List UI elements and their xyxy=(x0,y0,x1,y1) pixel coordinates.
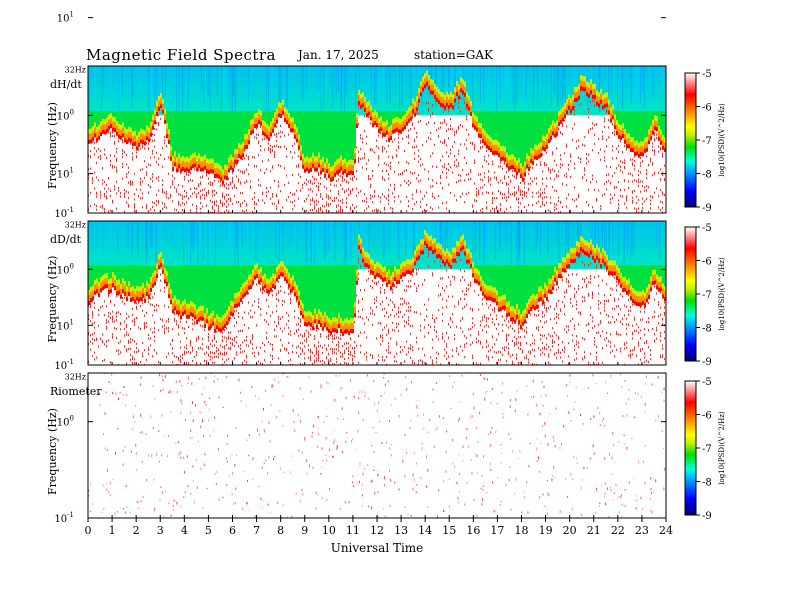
colorbar-ramp xyxy=(684,380,697,516)
y-tick-label: 10-1 xyxy=(54,511,74,525)
colorbar-3 xyxy=(684,380,700,516)
colorbar-tick-label: -7 xyxy=(702,290,712,301)
y-tick-label: 100 xyxy=(57,108,74,122)
x-tick-label: 7 xyxy=(253,524,260,537)
noise-floor xyxy=(88,373,666,518)
x-tick-label: 17 xyxy=(490,524,504,537)
x-axis-label: Universal Time xyxy=(331,541,424,555)
y-tick-label: 10-1 xyxy=(54,206,74,220)
colorbar-tick-label: -5 xyxy=(702,377,712,388)
band-1-8hz xyxy=(88,66,666,116)
panel-label: dD/dt xyxy=(50,233,82,246)
colorbar-label: log10(PSD)(V^2/Hz) xyxy=(718,257,726,331)
colorbar-ramp xyxy=(684,72,697,208)
y-axis-label: Frequency (Hz) xyxy=(46,256,59,343)
x-tick-label: 2 xyxy=(133,524,140,537)
x-tick-label: 12 xyxy=(370,524,384,537)
x-tick-label: 3 xyxy=(157,524,164,537)
x-tick-label: 18 xyxy=(515,524,529,537)
x-tick-label: 15 xyxy=(442,524,456,537)
x-tick-label: 22 xyxy=(611,524,625,537)
x-tick-label: 14 xyxy=(418,524,432,537)
panel-label: Riometer xyxy=(50,385,102,398)
y-tick-exponent: 1 xyxy=(70,167,74,175)
x-tick-label: 20 xyxy=(563,524,577,537)
colorbar-tick-label: -9 xyxy=(702,357,712,368)
y-tick-exponent: 1 xyxy=(70,11,74,19)
colorbar-tick-label: -6 xyxy=(702,257,712,268)
x-tick-label: 4 xyxy=(181,524,188,537)
colorbar-tick-label: -5 xyxy=(702,223,712,234)
x-tick-label: 5 xyxy=(205,524,212,537)
colorbar-2 xyxy=(684,226,700,362)
spectrogram-panel-3 xyxy=(87,324,667,519)
spectrogram-panel-1 xyxy=(87,16,667,214)
y-tick-exponent: -1 xyxy=(67,206,74,214)
colorbar-tick-label: -8 xyxy=(702,324,712,335)
colorbar-tick-label: -6 xyxy=(702,411,712,422)
y-tick-exponent: 1 xyxy=(70,318,74,326)
x-tick-label: 19 xyxy=(539,524,553,537)
colorbar-tick-label: -8 xyxy=(702,170,712,181)
x-tick-label: 6 xyxy=(229,524,236,537)
y-tick-label: 100 xyxy=(57,415,74,429)
colorbar-tick-label: -9 xyxy=(702,203,712,214)
y-tick-label: 101 xyxy=(57,318,74,332)
spectrogram-image xyxy=(88,373,666,518)
panel-label: dH/dt xyxy=(50,78,82,91)
y-tick-label: 101 xyxy=(57,167,74,181)
x-tick-label: 16 xyxy=(466,524,480,537)
y-top-label: 32Hz xyxy=(65,66,86,75)
colorbar-1 xyxy=(684,72,700,208)
colorbar-label: log10(PSD)(V^2/Hz) xyxy=(718,103,726,177)
chart-title: Magnetic Field Spectra xyxy=(86,46,276,64)
x-tick-label: 9 xyxy=(301,524,308,537)
y-top-label: 32Hz xyxy=(65,373,86,382)
x-tick-label: 23 xyxy=(635,524,649,537)
x-tick-label: 24 xyxy=(659,524,673,537)
x-tick-label: 0 xyxy=(85,524,92,537)
colorbar-tick-label: -5 xyxy=(702,69,712,80)
spectrogram-panel-2 xyxy=(87,173,667,366)
y-tick-exponent: 0 xyxy=(70,415,74,423)
x-tick-label: 11 xyxy=(346,524,360,537)
y-tick-exponent: 0 xyxy=(70,108,74,116)
x-tick-label: 8 xyxy=(277,524,284,537)
y-tick-exponent: -1 xyxy=(67,511,74,519)
colorbar-tick-label: -7 xyxy=(702,444,712,455)
colorbar-label: log10(PSD)(V^2/Hz) xyxy=(718,411,726,485)
y-axis-label: Frequency (Hz) xyxy=(46,408,59,495)
y-tick-exponent: -1 xyxy=(67,358,74,366)
band-8hz-core xyxy=(88,18,666,20)
spectrogram-image xyxy=(88,16,666,213)
x-tick-label: 13 xyxy=(394,524,408,537)
y-axis-label: Frequency (Hz) xyxy=(46,102,59,189)
y-tick-label: 10-1 xyxy=(54,358,74,372)
x-tick-label: 1 xyxy=(109,524,116,537)
colorbar-tick-label: -8 xyxy=(702,478,712,489)
chart-date: Jan. 17, 2025 xyxy=(298,48,379,62)
colorbar-tick-label: -7 xyxy=(702,136,712,147)
y-tick-exponent: 0 xyxy=(70,262,74,270)
colorbar-tick-label: -6 xyxy=(702,103,712,114)
y-top-label: 32Hz xyxy=(65,221,86,230)
x-tick-label: 21 xyxy=(587,524,601,537)
y-tick-label: 101 xyxy=(57,11,74,25)
spectrogram-image xyxy=(88,221,666,365)
x-tick-label: 10 xyxy=(322,524,336,537)
y-tick-label: 100 xyxy=(57,262,74,276)
station-label: station=GAK xyxy=(414,48,494,62)
colorbar-ramp xyxy=(684,226,697,362)
band-8hz xyxy=(88,16,666,22)
colorbar-tick-label: -9 xyxy=(702,511,712,522)
